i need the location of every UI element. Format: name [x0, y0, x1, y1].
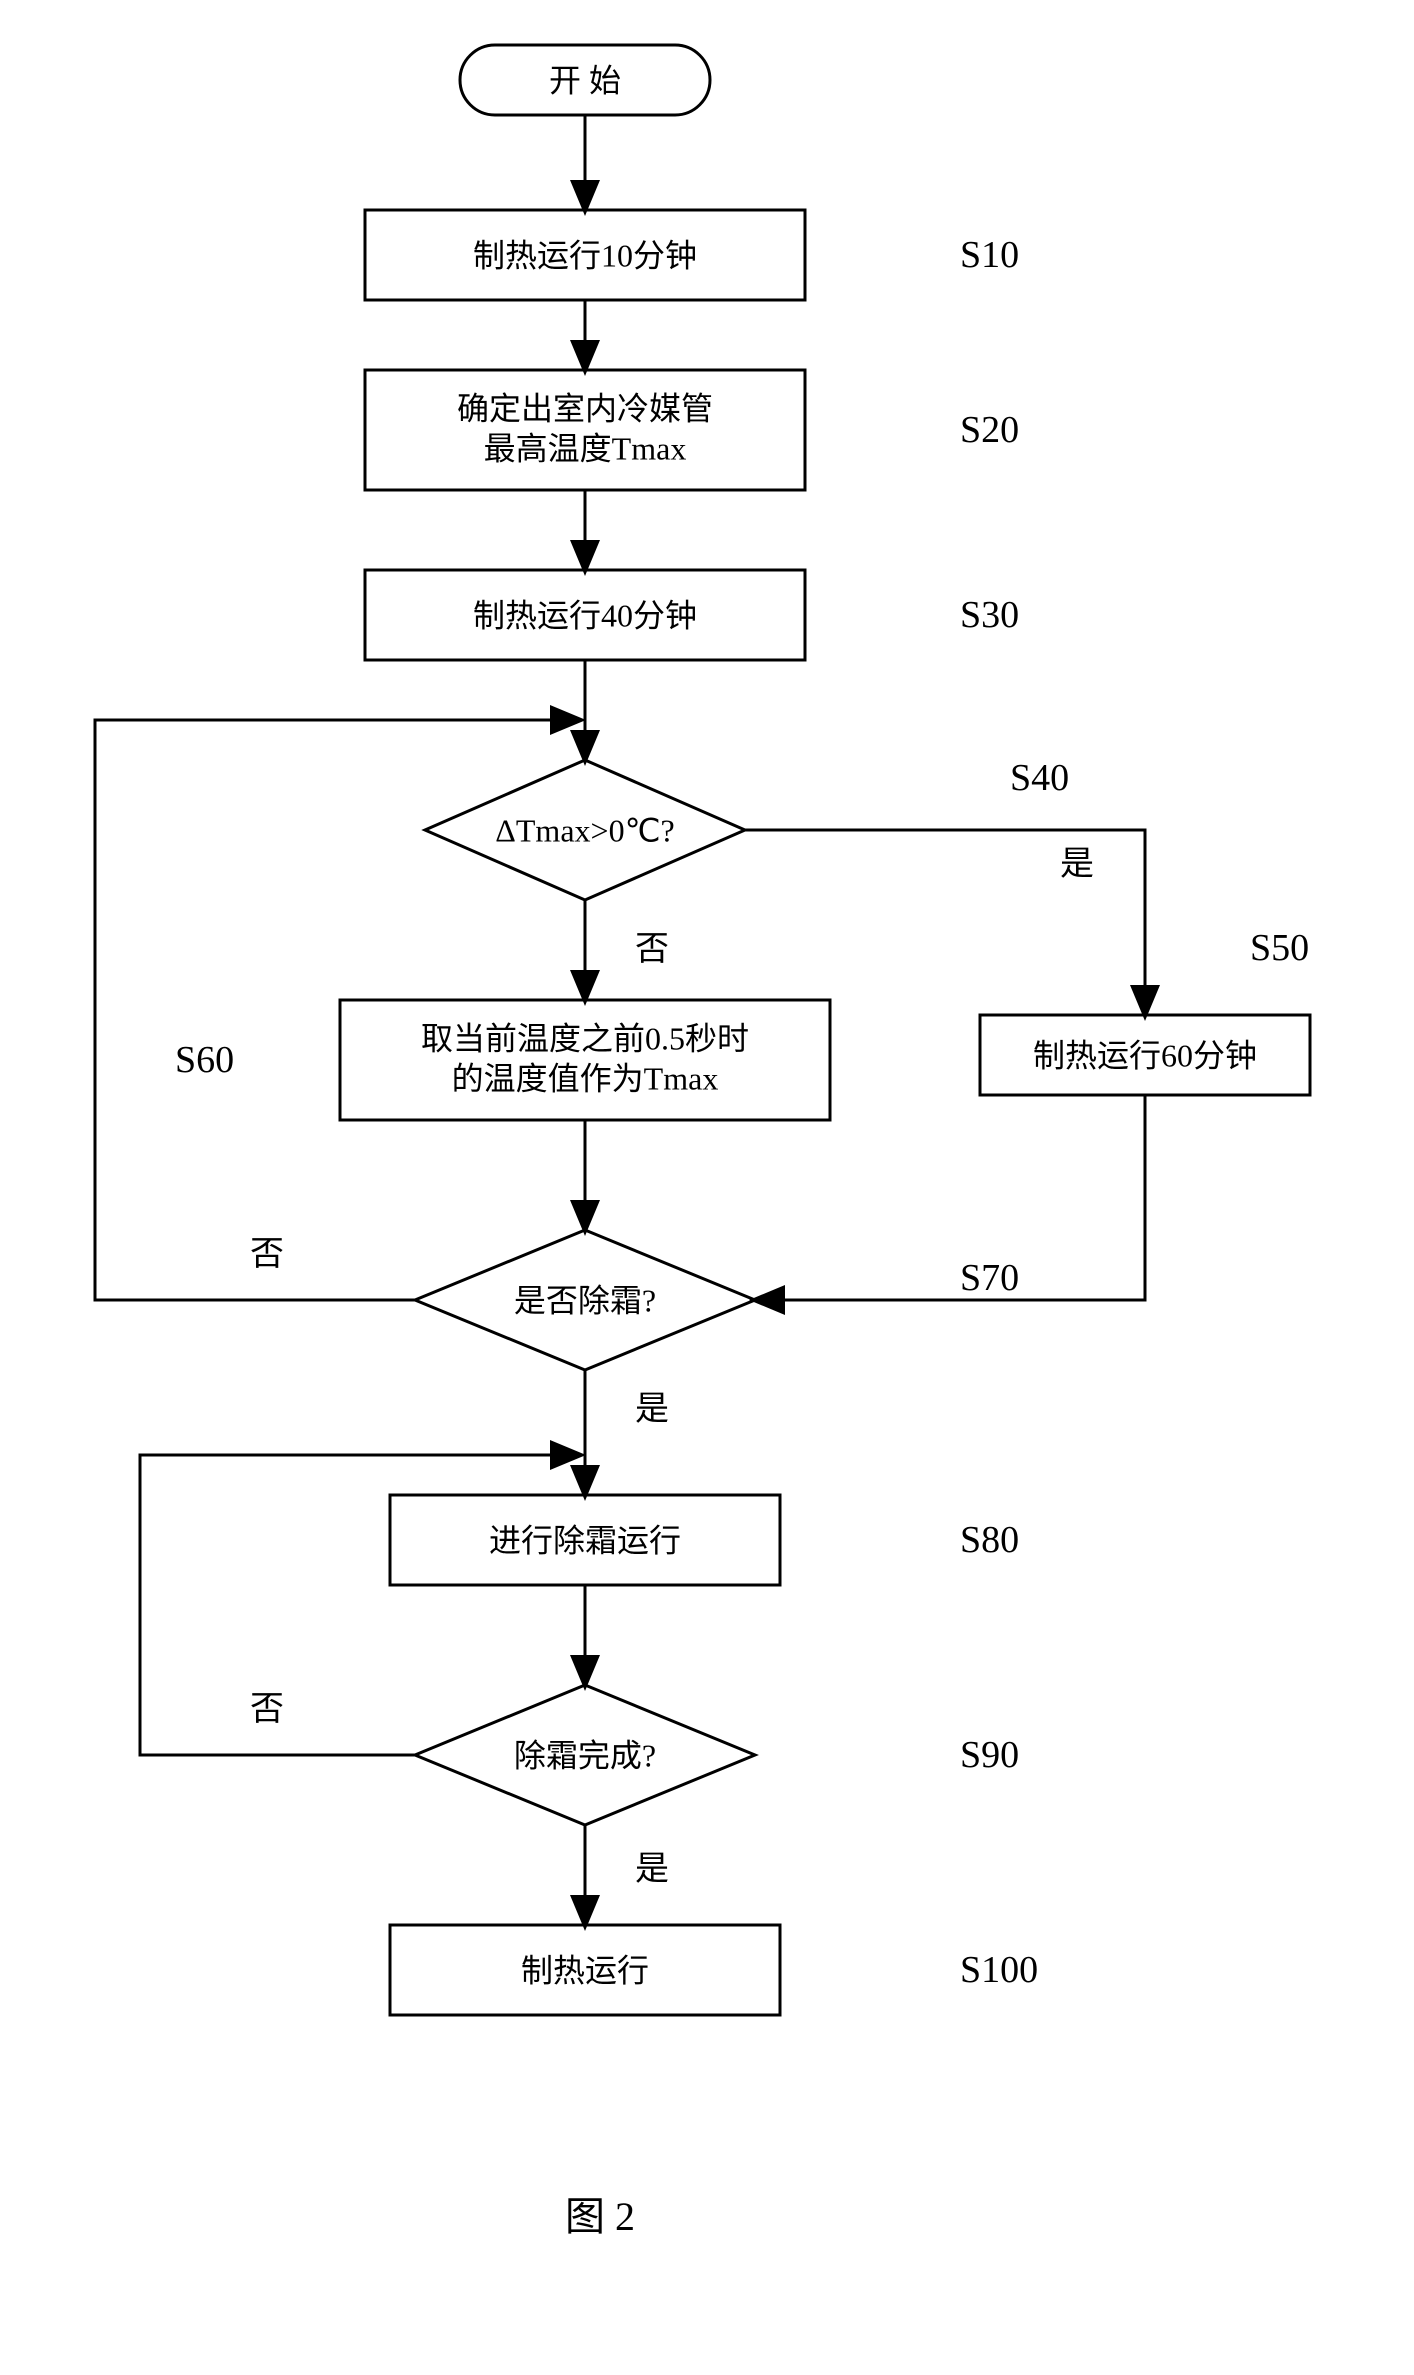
edge-s70-s80-label: 是: [635, 1391, 669, 1428]
node-s10: 制热运行10分钟 S10: [365, 210, 1019, 300]
s60-text-line1: 取当前温度之前0.5秒时: [421, 1020, 749, 1056]
edge-s70-loop: [95, 720, 580, 1300]
s90-label: S90: [960, 1734, 1019, 1776]
node-start: 开 始: [460, 45, 710, 115]
edge-s40-s60-label: 否: [635, 931, 669, 968]
edge-s40-s50-label: 是: [1060, 846, 1094, 883]
s30-text: 制热运行40分钟: [473, 597, 697, 633]
start-label: 开 始: [549, 62, 621, 98]
s80-text: 进行除霜运行: [489, 1522, 681, 1558]
s40-text: ΔTmax>0℃?: [495, 812, 674, 848]
edge-s90-loop-label: 否: [250, 1691, 284, 1728]
s20-text-line1: 确定出室内冷媒管: [457, 390, 713, 426]
s50-label: S50: [1250, 927, 1309, 969]
s20-label: S20: [960, 409, 1019, 451]
s100-text: 制热运行: [521, 1952, 649, 1988]
s90-text: 除霜完成?: [514, 1737, 656, 1773]
s30-label: S30: [960, 594, 1019, 636]
s60-text-line2: 的温度值作为Tmax: [452, 1060, 719, 1096]
node-s100: 制热运行 S100: [390, 1925, 1038, 2015]
figure-caption: 图 2: [565, 2194, 635, 2239]
s50-text: 制热运行60分钟: [1033, 1037, 1257, 1073]
edge-s50-s70: [755, 1095, 1145, 1300]
s40-label: S40: [1010, 757, 1069, 799]
flowchart-canvas: 开 始 制热运行10分钟 S10 确定出室内冷媒管 最高温度Tmax S20 制…: [0, 0, 1414, 2375]
s10-label: S10: [960, 234, 1019, 276]
s60-label: S60: [175, 1039, 234, 1081]
node-s90: 除霜完成? S90: [415, 1685, 1019, 1825]
edge-s90-loop: [140, 1455, 580, 1755]
s80-label: S80: [960, 1519, 1019, 1561]
node-s60: 取当前温度之前0.5秒时 的温度值作为Tmax S60: [175, 1000, 830, 1120]
s20-text-line2: 最高温度Tmax: [484, 430, 687, 466]
edge-s90-s100-label: 是: [635, 1851, 669, 1888]
edge-s70-loop-label: 否: [250, 1236, 284, 1273]
s70-text: 是否除霜?: [514, 1282, 656, 1318]
node-s30: 制热运行40分钟 S30: [365, 570, 1019, 660]
node-s80: 进行除霜运行 S80: [390, 1495, 1019, 1585]
s70-label: S70: [960, 1257, 1019, 1299]
node-s20: 确定出室内冷媒管 最高温度Tmax S20: [365, 370, 1019, 490]
s10-text: 制热运行10分钟: [473, 237, 697, 273]
s100-label: S100: [960, 1949, 1038, 1991]
